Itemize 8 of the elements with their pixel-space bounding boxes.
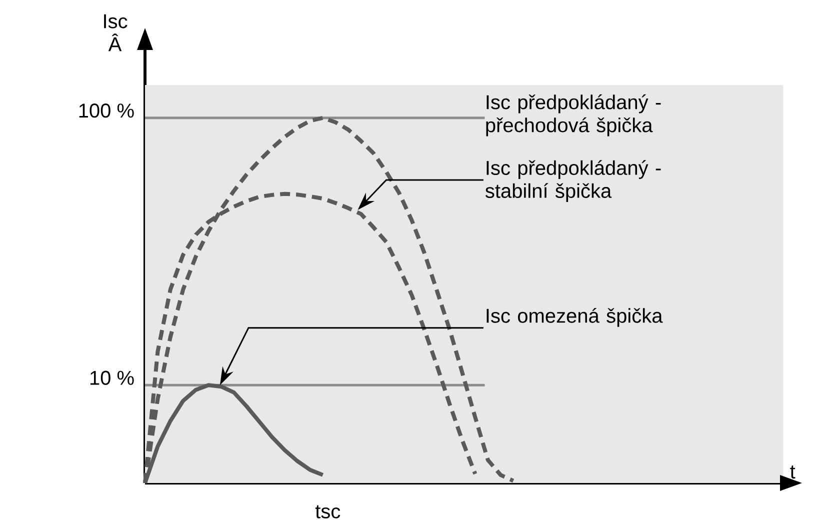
text: 10 % — [90, 370, 134, 385]
text: 100 % — [79, 103, 134, 118]
y-axis-title: Isc Â — [104, 14, 128, 51]
annotation: Isc předpokládaný - přechodová špička — [486, 94, 661, 136]
annotation: Isc předpokládaný - stabilní špička — [485, 160, 661, 202]
text: t — [790, 465, 796, 478]
annotation: Isc omezená špička — [486, 308, 663, 327]
text: tsc — [315, 505, 340, 518]
